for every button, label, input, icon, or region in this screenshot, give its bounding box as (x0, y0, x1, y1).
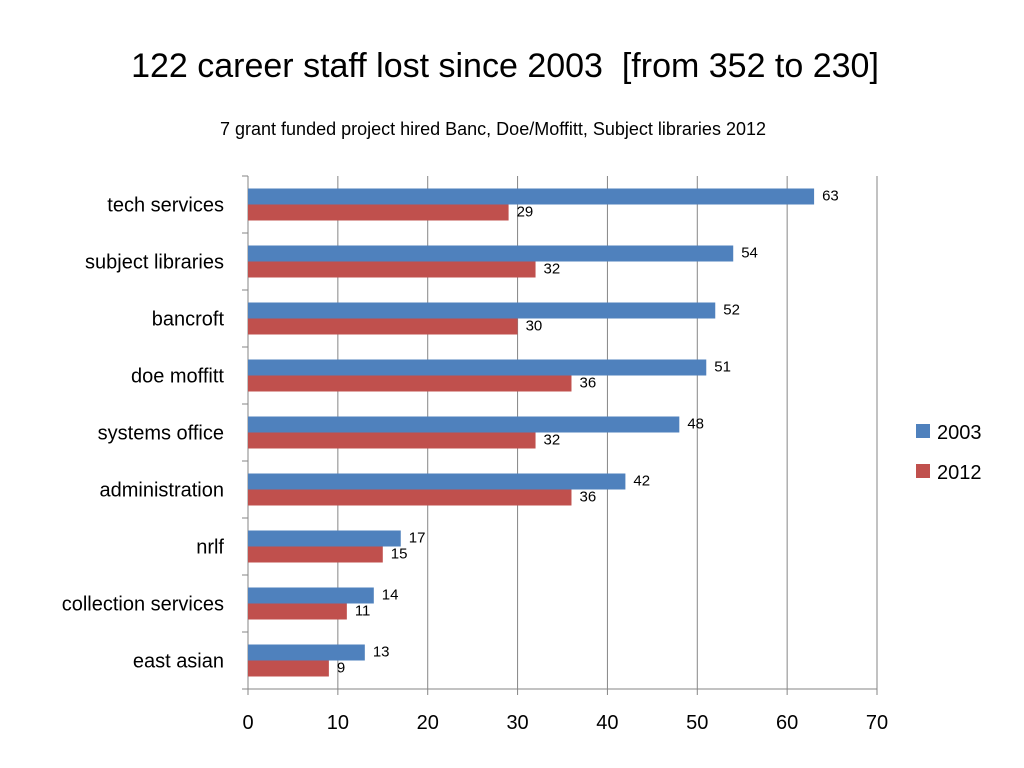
x-tick-label: 20 (417, 712, 439, 734)
data-label-2003: 13 (373, 644, 390, 661)
x-tick-label: 10 (327, 712, 349, 734)
data-label-2012: 36 (579, 375, 596, 392)
bar-2003 (248, 359, 707, 376)
data-label-2003: 14 (382, 587, 399, 604)
y-category-label: east asian (133, 651, 224, 673)
bar-2003 (248, 302, 716, 319)
bar-2003 (248, 530, 401, 547)
y-category-label: collection services (62, 594, 224, 616)
data-label-2003: 63 (822, 188, 839, 205)
data-label-2003: 51 (714, 359, 731, 376)
data-label-2012: 11 (355, 603, 371, 620)
bar-2012 (248, 489, 572, 506)
x-tick-label: 30 (506, 712, 528, 734)
y-category-label: administration (99, 480, 224, 502)
y-category-label: bancroft (152, 309, 225, 331)
x-tick-label: 40 (596, 712, 618, 734)
data-label-2012: 30 (526, 318, 543, 335)
x-tick-label: 0 (242, 712, 253, 734)
y-category-label: systems office (98, 423, 224, 445)
x-tick-label: 60 (776, 712, 798, 734)
data-label-2012: 32 (544, 261, 561, 278)
x-tick-label: 70 (866, 712, 888, 734)
data-label-2012: 15 (391, 546, 408, 563)
data-label-2003: 52 (723, 302, 740, 319)
bar-2012 (248, 660, 329, 677)
data-label-2003: 54 (741, 245, 758, 262)
x-tick-label: 50 (686, 712, 708, 734)
data-label-2012: 36 (579, 489, 596, 506)
bar-2012 (248, 261, 536, 278)
y-category-label: tech services (107, 195, 224, 217)
bar-2003 (248, 587, 374, 604)
data-label-2012: 32 (544, 432, 561, 449)
bar-2012 (248, 432, 536, 449)
bar-2012 (248, 603, 347, 620)
bar-2003 (248, 644, 365, 661)
bar-2012 (248, 375, 572, 392)
data-label-2003: 17 (409, 530, 426, 547)
bar-2012 (248, 204, 509, 221)
legend-swatch-2012 (916, 464, 930, 478)
data-label-2012: 9 (337, 660, 345, 677)
data-label-2003: 48 (687, 416, 704, 433)
legend-label-2012: 2012 (937, 462, 982, 484)
bar-2012 (248, 318, 518, 335)
bar-2003 (248, 245, 734, 262)
bar-2012 (248, 546, 383, 563)
y-category-label: nrlf (196, 537, 224, 559)
legend-swatch-2003 (916, 424, 930, 438)
data-label-2012: 29 (517, 204, 534, 221)
y-category-label: subject libraries (85, 252, 224, 274)
slide-title: 122 career staff lost since 2003 [from 3… (131, 47, 879, 85)
y-category-label: doe moffitt (131, 366, 224, 388)
bar-2003 (248, 188, 815, 205)
bar-2003 (248, 473, 626, 490)
bar-2003 (248, 416, 680, 433)
data-label-2003: 42 (633, 473, 650, 490)
legend-label-2003: 2003 (937, 422, 982, 444)
slide-subtitle: 7 grant funded project hired Banc, Doe/M… (220, 119, 766, 139)
